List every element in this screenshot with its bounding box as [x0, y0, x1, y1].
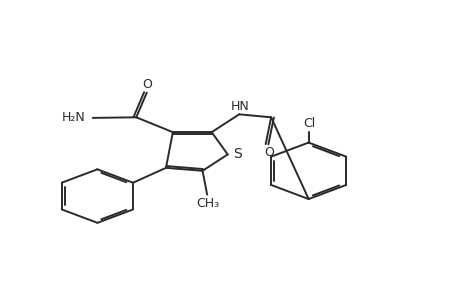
Text: O: O [264, 146, 274, 159]
Text: CH₃: CH₃ [196, 197, 219, 210]
Text: O: O [141, 78, 151, 91]
Text: HN: HN [230, 100, 249, 113]
Text: S: S [233, 148, 241, 161]
Text: Cl: Cl [303, 117, 315, 130]
Text: H₂N: H₂N [62, 111, 85, 124]
